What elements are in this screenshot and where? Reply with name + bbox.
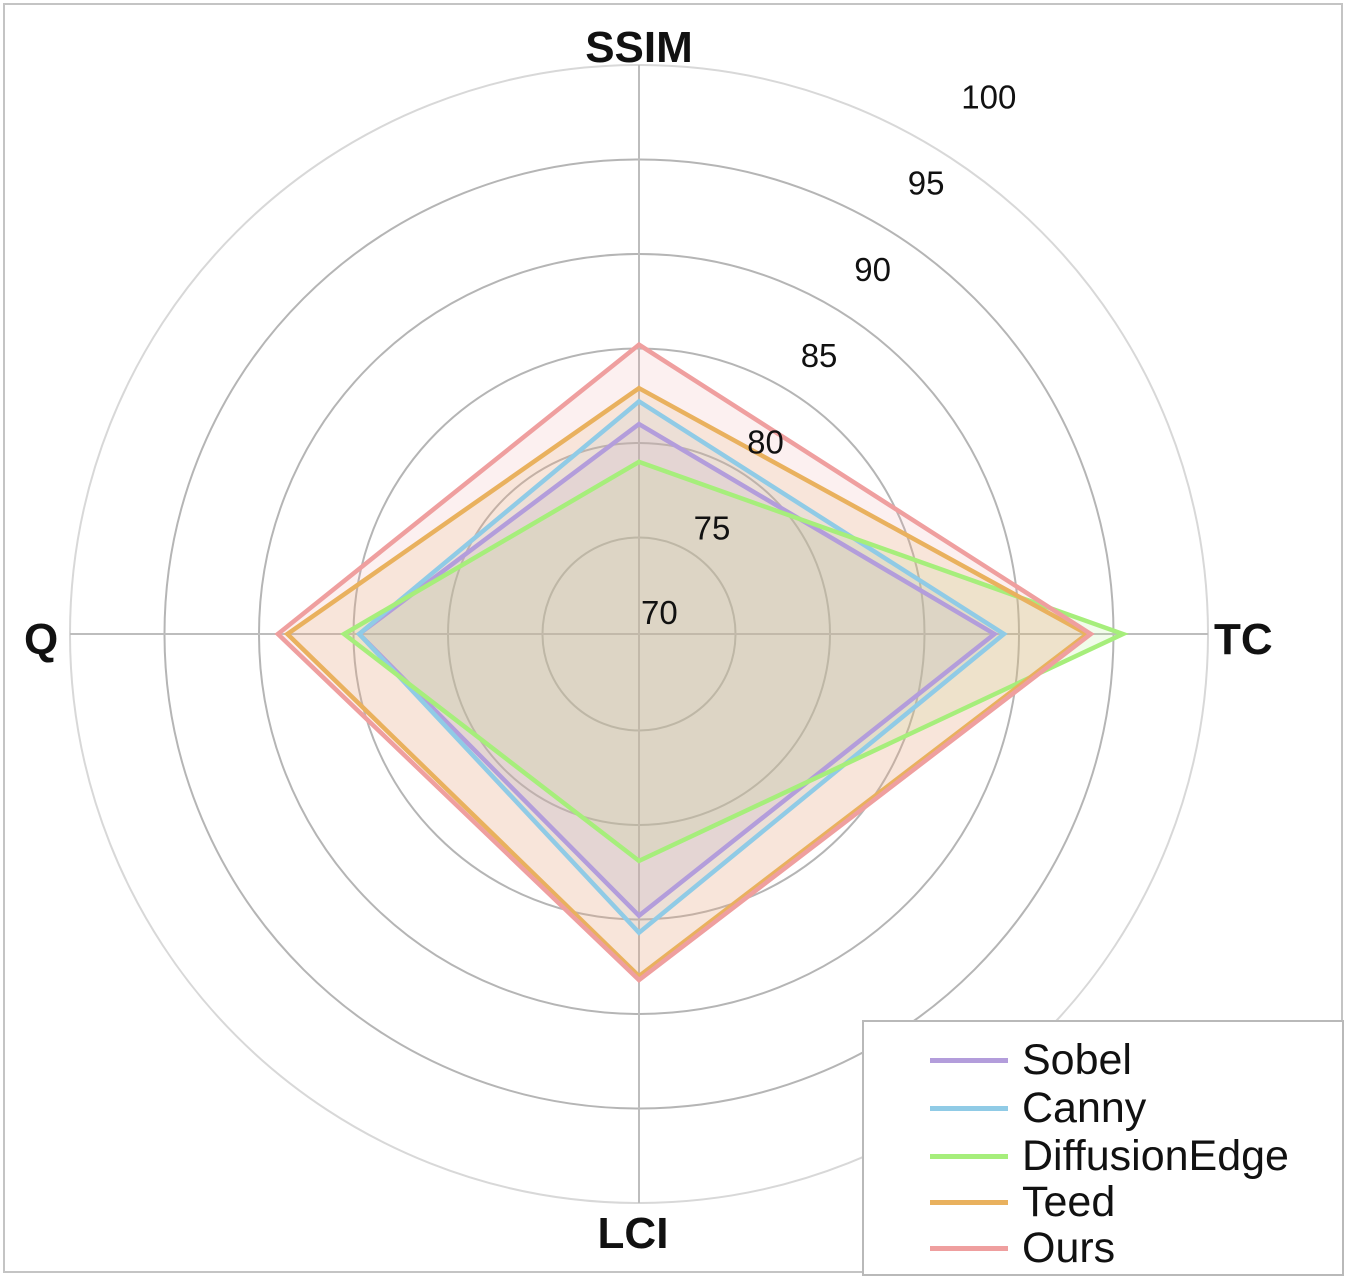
legend: Sobel Canny DiffusionEdge Teed Ours <box>862 1020 1344 1276</box>
legend-label: Sobel <box>1022 1036 1132 1084</box>
radial-tick-labels: 70 75 80 85 90 95 100 <box>641 78 1016 631</box>
legend-label: Canny <box>1022 1084 1147 1132</box>
axis-labels: SSIM TC LCI Q <box>24 23 1273 1258</box>
series-line-ours <box>274 341 1095 983</box>
radial-tick-label: 90 <box>854 251 891 288</box>
legend-swatch <box>930 1105 1008 1111</box>
series-line-sobel <box>355 421 999 919</box>
series-line-diffusionedge <box>340 459 1129 864</box>
series-line-canny <box>355 398 1008 936</box>
axis-label-ssim: SSIM <box>585 23 693 72</box>
legend-item-ours: Ours <box>930 1224 1115 1272</box>
axis-label-lci: LCI <box>598 1209 669 1258</box>
legend-item-diffusionedge: DiffusionEdge <box>930 1132 1289 1180</box>
legend-label: Ours <box>1022 1224 1116 1272</box>
series-area-diffusionedge <box>344 461 1124 861</box>
figure-frame <box>3 3 1343 1273</box>
radar-grid <box>69 64 1209 1204</box>
legend-label: Teed <box>1022 1178 1116 1226</box>
legend-item-canny: Canny <box>930 1084 1146 1132</box>
legend-item-sobel: Sobel <box>930 1036 1132 1084</box>
legend-swatch <box>930 1153 1008 1159</box>
radial-tick-label: 100 <box>961 78 1016 115</box>
radial-tick-label: 80 <box>747 423 784 460</box>
radial-tick-label: 95 <box>908 165 945 202</box>
legend-swatch <box>930 1057 1008 1063</box>
legend-swatch <box>930 1245 1008 1251</box>
legend-swatch <box>930 1199 1008 1205</box>
radial-tick-label: 70 <box>641 594 678 631</box>
legend-item-teed: Teed <box>930 1178 1115 1226</box>
axis-label-tc: TC <box>1214 615 1273 664</box>
legend-label: DiffusionEdge <box>1022 1132 1289 1180</box>
radial-tick-label: 75 <box>694 510 731 547</box>
series-line-teed <box>283 385 1092 980</box>
axis-label-q: Q <box>24 615 58 664</box>
radar-series <box>274 341 1129 983</box>
radial-tick-label: 85 <box>801 337 838 374</box>
